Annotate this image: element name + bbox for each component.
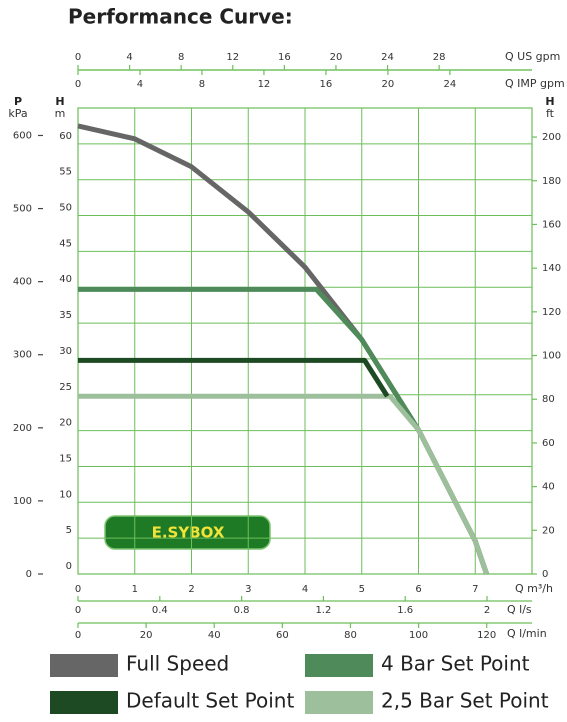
tick-label: 120 — [542, 307, 561, 318]
x-tick-label: 1 — [132, 584, 138, 595]
tick-label: 80 — [542, 394, 555, 405]
y-tick-label: 25 — [59, 382, 72, 393]
tick-label: 24 — [444, 79, 457, 90]
tick-label: 100 — [542, 351, 561, 362]
tick-label: 40 — [208, 630, 221, 641]
tick-label: 180 — [542, 176, 561, 187]
series-line — [77, 123, 489, 575]
axis-label: Q l/min — [507, 627, 547, 640]
y-tick-label: 20 — [59, 418, 72, 429]
chart-title: Performance Curve: — [68, 5, 293, 29]
tick-label: 300 — [13, 350, 32, 361]
legend-swatch — [305, 691, 373, 714]
y-tick-label: 40 — [59, 274, 72, 285]
tick-label: 4 — [137, 79, 143, 90]
tick-label: 0 — [26, 569, 32, 580]
x-tick-label: 4 — [302, 584, 308, 595]
tick-label: 2 — [484, 605, 490, 616]
y-axis-unit: m — [55, 107, 66, 120]
tick-label: 1.6 — [397, 605, 413, 616]
axis-label: Q IMP gpm — [505, 77, 565, 90]
x-tick-label: 3 — [245, 584, 251, 595]
tick-label: 200 — [542, 132, 561, 143]
x-tick-label: 0 — [75, 584, 81, 595]
axis-unit: ft — [546, 107, 555, 120]
y-tick-label: 55 — [59, 167, 72, 178]
tick-label: 0 — [542, 569, 548, 580]
tick-label: 400 — [13, 277, 32, 288]
legend-swatch — [50, 654, 118, 677]
legend-swatch — [50, 691, 118, 714]
tick-label: 200 — [13, 423, 32, 434]
tick-label: 500 — [13, 204, 32, 215]
tick-label: 20 — [382, 79, 395, 90]
axis-label: Q l/s — [507, 603, 532, 616]
y-tick-label: 15 — [59, 453, 72, 464]
y-axis-label: H — [55, 95, 64, 108]
tick-label: 100 — [409, 630, 428, 641]
y-tick-label: 30 — [59, 346, 72, 357]
axis-title: H — [545, 95, 554, 108]
legend-label: Full Speed — [126, 652, 229, 676]
tick-label: 20 — [140, 630, 153, 641]
badge — [104, 515, 271, 550]
tick-label: 160 — [542, 219, 561, 230]
tick-label: 16 — [320, 79, 333, 90]
y-tick-label: 50 — [59, 203, 72, 214]
tick-label: 140 — [542, 263, 561, 274]
tick-label: 28 — [433, 52, 446, 63]
tick-label: 24 — [381, 52, 394, 63]
y-tick-label: 60 — [59, 131, 72, 142]
tick-label: 12 — [226, 52, 239, 63]
tick-label: 0.4 — [152, 605, 168, 616]
legend-label: Default Set Point — [126, 689, 294, 713]
x-axis-label: Q m³/h — [515, 582, 553, 595]
axis-label: Q US gpm — [505, 50, 560, 63]
series-line — [78, 357, 390, 398]
tick-label: 0.8 — [234, 605, 250, 616]
tick-label: 0 — [75, 79, 81, 90]
tick-label: 100 — [13, 496, 32, 507]
tick-label: 120 — [477, 630, 496, 641]
tick-label: 60 — [542, 438, 555, 449]
tick-label: 60 — [276, 630, 289, 641]
tick-label: 8 — [199, 79, 205, 90]
tick-label: 1.2 — [315, 605, 331, 616]
tick-label: 4 — [126, 52, 132, 63]
axis-title: P — [14, 95, 22, 108]
y-tick-label: 45 — [59, 238, 72, 249]
plot-frame — [77, 107, 533, 575]
legend-label: 2,5 Bar Set Point — [381, 689, 549, 713]
x-tick-label: 2 — [188, 584, 194, 595]
series-line — [78, 393, 489, 575]
tick-label: 600 — [13, 130, 32, 141]
x-tick-label: 7 — [472, 584, 478, 595]
y-tick-label: 0 — [66, 561, 72, 572]
y-tick-label: 5 — [66, 525, 72, 536]
tick-label: 80 — [344, 630, 357, 641]
y-tick-label: 10 — [59, 489, 72, 500]
tick-label: 8 — [178, 52, 184, 63]
annotation: E.SYBOX — [152, 524, 225, 542]
tick-label: 12 — [258, 79, 271, 90]
x-tick-label: 5 — [359, 584, 365, 595]
tick-label: 0 — [75, 630, 81, 641]
tick-label: 0 — [75, 52, 81, 63]
legend-swatch — [305, 654, 373, 677]
y-tick-label: 35 — [59, 310, 72, 321]
tick-label: 40 — [542, 482, 555, 493]
tick-label: 16 — [278, 52, 291, 63]
tick-label: 0 — [75, 605, 81, 616]
axis-unit: kPa — [8, 107, 27, 120]
x-tick-label: 6 — [415, 584, 421, 595]
tick-label: 20 — [330, 52, 343, 63]
legend-label: 4 Bar Set Point — [381, 652, 530, 676]
tick-label: 20 — [542, 525, 555, 536]
